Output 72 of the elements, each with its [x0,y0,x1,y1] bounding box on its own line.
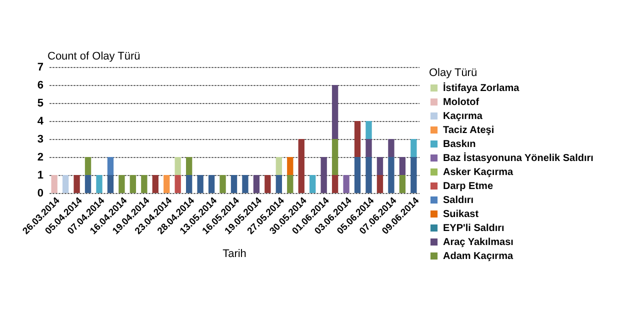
legend-label: Baz İstasyonuna Yönelik Saldırı [443,152,594,164]
bar [399,175,406,193]
bar [399,157,406,175]
y-tick-label: 6 [37,80,44,92]
bar [152,175,158,193]
bar [84,175,92,193]
bar [130,175,136,193]
y-tick-label: 2 [37,152,44,164]
legend-label: Molotof [443,97,480,108]
bar [96,175,102,193]
legend-label: İstifaya Zorlama [443,82,520,94]
bar [141,175,148,193]
bar [410,157,417,193]
legend-label: Taciz Ateşi [443,125,494,136]
bar [287,175,294,193]
bar [388,139,394,157]
bar [410,139,417,157]
bar [310,175,316,193]
bar [287,157,294,175]
legend-label: Adam Kaçırma [443,251,514,262]
bar [366,157,372,193]
bar [220,175,226,193]
bar [320,157,327,193]
legend-label: Asker Kaçırma [443,167,514,178]
x-axis-title: Tarih [222,248,246,260]
bar [208,175,215,193]
bar [354,157,361,193]
bar [242,175,248,193]
bar [197,175,204,193]
y-tick-label: 4 [37,116,44,128]
bar [264,175,271,193]
bar [74,175,80,193]
legend-label: Suikast [443,209,480,220]
y-tick-label: 5 [37,98,44,110]
bar [174,157,181,175]
legend-label: Kaçırma [443,111,483,122]
bar [332,85,338,139]
bar [388,157,394,193]
bar [298,139,304,193]
y-tick-label: 1 [37,170,44,182]
bar [107,175,114,193]
bar [354,121,361,157]
legend-label: Araç Yakılması [443,237,514,248]
bar [107,157,114,175]
bar [84,157,92,175]
bar [332,139,338,175]
bar [174,175,181,193]
y-tick-label: 3 [37,134,44,146]
legend-label: Baskın [443,139,476,150]
bar [376,175,384,193]
bar [186,157,192,175]
bar [62,175,69,193]
bar [164,175,170,193]
y-tick-label: 0 [37,188,44,200]
bar [51,175,58,193]
y-axis-title: Count of Olay Türü [48,50,140,62]
bar [366,121,372,139]
bar [276,175,282,193]
legend-title: Olay Türü [429,67,478,79]
bar [366,139,372,157]
bar [253,175,260,193]
bar [343,175,350,193]
bar [118,175,125,193]
bar [186,175,192,193]
bar [376,157,384,175]
bar [332,175,338,193]
legend-label: EYP'li Saldırı [443,223,505,234]
bar [230,175,238,193]
legend-label: Saldırı [443,195,474,206]
bar [276,157,282,175]
y-tick-label: 7 [37,62,44,74]
legend-label: Darp Etme [443,181,494,192]
